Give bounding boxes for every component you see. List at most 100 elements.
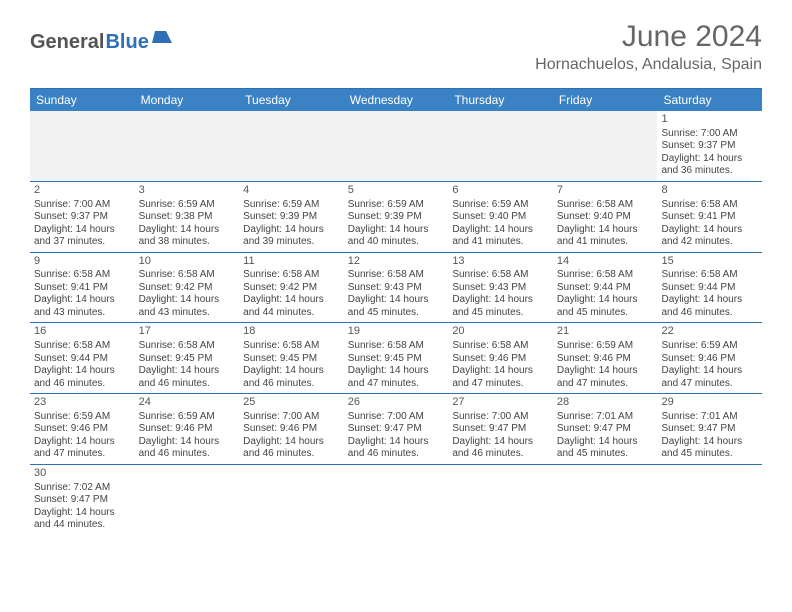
- sunrise-line: Sunrise: 7:01 AM: [557, 411, 654, 424]
- daylight-line: Daylight: 14 hours and 39 minutes.: [243, 224, 340, 249]
- daylight-line: Daylight: 14 hours and 47 minutes.: [452, 365, 549, 390]
- calendar: SundayMondayTuesdayWednesdayThursdayFrid…: [30, 88, 762, 535]
- day-cell: 3Sunrise: 6:59 AMSunset: 9:38 PMDaylight…: [135, 182, 240, 252]
- day-number: 21: [557, 325, 654, 339]
- sunrise-line: Sunrise: 7:00 AM: [243, 411, 340, 424]
- sunrise-line: Sunrise: 7:00 AM: [348, 411, 445, 424]
- sunrise-line: Sunrise: 6:58 AM: [452, 269, 549, 282]
- daylight-line: Daylight: 14 hours and 47 minutes.: [661, 365, 758, 390]
- month-year: June 2024: [535, 20, 762, 54]
- sunset-line: Sunset: 9:45 PM: [243, 353, 340, 366]
- sunset-line: Sunset: 9:44 PM: [557, 282, 654, 295]
- daylight-line: Daylight: 14 hours and 46 minutes.: [661, 294, 758, 319]
- sunrise-line: Sunrise: 6:59 AM: [243, 199, 340, 212]
- day-number: 13: [452, 255, 549, 269]
- day-number: 27: [452, 396, 549, 410]
- week-row: 9Sunrise: 6:58 AMSunset: 9:41 PMDaylight…: [30, 253, 762, 324]
- day-cell: 17Sunrise: 6:58 AMSunset: 9:45 PMDayligh…: [135, 323, 240, 393]
- day-number: 24: [139, 396, 236, 410]
- weekday-header: Friday: [553, 89, 658, 111]
- day-cell: [135, 465, 240, 535]
- day-cell: 15Sunrise: 6:58 AMSunset: 9:44 PMDayligh…: [657, 253, 762, 323]
- day-cell: 4Sunrise: 6:59 AMSunset: 9:39 PMDaylight…: [239, 182, 344, 252]
- day-number: 18: [243, 325, 340, 339]
- daylight-line: Daylight: 14 hours and 43 minutes.: [139, 294, 236, 319]
- day-cell: [553, 465, 658, 535]
- weekday-header: Saturday: [657, 89, 762, 111]
- day-number: 8: [661, 184, 758, 198]
- day-number: 6: [452, 184, 549, 198]
- sunrise-line: Sunrise: 6:59 AM: [139, 199, 236, 212]
- sunset-line: Sunset: 9:41 PM: [34, 282, 131, 295]
- sunrise-line: Sunrise: 6:58 AM: [557, 269, 654, 282]
- daylight-line: Daylight: 14 hours and 46 minutes.: [139, 436, 236, 461]
- sunrise-line: Sunrise: 6:59 AM: [139, 411, 236, 424]
- sunset-line: Sunset: 9:42 PM: [243, 282, 340, 295]
- day-number: 28: [557, 396, 654, 410]
- daylight-line: Daylight: 14 hours and 46 minutes.: [348, 436, 445, 461]
- day-cell: 26Sunrise: 7:00 AMSunset: 9:47 PMDayligh…: [344, 394, 449, 464]
- sunrise-line: Sunrise: 6:58 AM: [348, 269, 445, 282]
- sunset-line: Sunset: 9:47 PM: [661, 423, 758, 436]
- daylight-line: Daylight: 14 hours and 38 minutes.: [139, 224, 236, 249]
- sunrise-line: Sunrise: 7:00 AM: [661, 128, 758, 141]
- sunrise-line: Sunrise: 7:01 AM: [661, 411, 758, 424]
- day-cell: 6Sunrise: 6:59 AMSunset: 9:40 PMDaylight…: [448, 182, 553, 252]
- sunset-line: Sunset: 9:46 PM: [243, 423, 340, 436]
- sunrise-line: Sunrise: 6:58 AM: [452, 340, 549, 353]
- daylight-line: Daylight: 14 hours and 45 minutes.: [452, 294, 549, 319]
- day-cell: [135, 111, 240, 181]
- day-number: 3: [139, 184, 236, 198]
- day-cell: 16Sunrise: 6:58 AMSunset: 9:44 PMDayligh…: [30, 323, 135, 393]
- day-number: 22: [661, 325, 758, 339]
- day-number: 5: [348, 184, 445, 198]
- day-number: 2: [34, 184, 131, 198]
- daylight-line: Daylight: 14 hours and 41 minutes.: [452, 224, 549, 249]
- day-cell: 28Sunrise: 7:01 AMSunset: 9:47 PMDayligh…: [553, 394, 658, 464]
- sunrise-line: Sunrise: 6:58 AM: [139, 340, 236, 353]
- sunset-line: Sunset: 9:43 PM: [452, 282, 549, 295]
- sunrise-line: Sunrise: 6:58 AM: [34, 269, 131, 282]
- day-cell: [30, 111, 135, 181]
- day-cell: 11Sunrise: 6:58 AMSunset: 9:42 PMDayligh…: [239, 253, 344, 323]
- sunset-line: Sunset: 9:40 PM: [452, 211, 549, 224]
- sunrise-line: Sunrise: 6:59 AM: [661, 340, 758, 353]
- day-cell: 21Sunrise: 6:59 AMSunset: 9:46 PMDayligh…: [553, 323, 658, 393]
- weekday-header: Monday: [135, 89, 240, 111]
- day-cell: 14Sunrise: 6:58 AMSunset: 9:44 PMDayligh…: [553, 253, 658, 323]
- day-number: 14: [557, 255, 654, 269]
- sunrise-line: Sunrise: 6:58 AM: [243, 269, 340, 282]
- day-cell: [448, 465, 553, 535]
- day-cell: 18Sunrise: 6:58 AMSunset: 9:45 PMDayligh…: [239, 323, 344, 393]
- sunrise-line: Sunrise: 7:00 AM: [34, 199, 131, 212]
- sunset-line: Sunset: 9:43 PM: [348, 282, 445, 295]
- sunset-line: Sunset: 9:39 PM: [348, 211, 445, 224]
- week-row: 23Sunrise: 6:59 AMSunset: 9:46 PMDayligh…: [30, 394, 762, 465]
- day-cell: 7Sunrise: 6:58 AMSunset: 9:40 PMDaylight…: [553, 182, 658, 252]
- week-row: 16Sunrise: 6:58 AMSunset: 9:44 PMDayligh…: [30, 323, 762, 394]
- weekday-header: Tuesday: [239, 89, 344, 111]
- sunrise-line: Sunrise: 6:58 AM: [557, 199, 654, 212]
- day-cell: 22Sunrise: 6:59 AMSunset: 9:46 PMDayligh…: [657, 323, 762, 393]
- weekday-header: Thursday: [448, 89, 553, 111]
- day-cell: [344, 465, 449, 535]
- day-cell: 10Sunrise: 6:58 AMSunset: 9:42 PMDayligh…: [135, 253, 240, 323]
- daylight-line: Daylight: 14 hours and 46 minutes.: [243, 365, 340, 390]
- day-number: 12: [348, 255, 445, 269]
- day-cell: 5Sunrise: 6:59 AMSunset: 9:39 PMDaylight…: [344, 182, 449, 252]
- daylight-line: Daylight: 14 hours and 47 minutes.: [348, 365, 445, 390]
- daylight-line: Daylight: 14 hours and 46 minutes.: [452, 436, 549, 461]
- flag-icon: [152, 28, 174, 51]
- day-number: 29: [661, 396, 758, 410]
- daylight-line: Daylight: 14 hours and 47 minutes.: [34, 436, 131, 461]
- title-block: June 2024 Hornachuelos, Andalusia, Spain: [535, 20, 762, 74]
- day-number: 15: [661, 255, 758, 269]
- daylight-line: Daylight: 14 hours and 46 minutes.: [139, 365, 236, 390]
- day-number: 10: [139, 255, 236, 269]
- daylight-line: Daylight: 14 hours and 44 minutes.: [243, 294, 340, 319]
- day-cell: [344, 111, 449, 181]
- sunset-line: Sunset: 9:46 PM: [661, 353, 758, 366]
- weekday-header: Sunday: [30, 89, 135, 111]
- sunset-line: Sunset: 9:46 PM: [557, 353, 654, 366]
- daylight-line: Daylight: 14 hours and 46 minutes.: [243, 436, 340, 461]
